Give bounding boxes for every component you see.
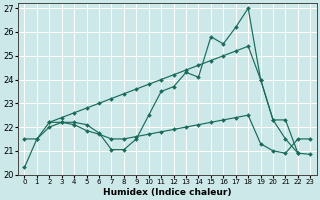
X-axis label: Humidex (Indice chaleur): Humidex (Indice chaleur) — [103, 188, 232, 197]
